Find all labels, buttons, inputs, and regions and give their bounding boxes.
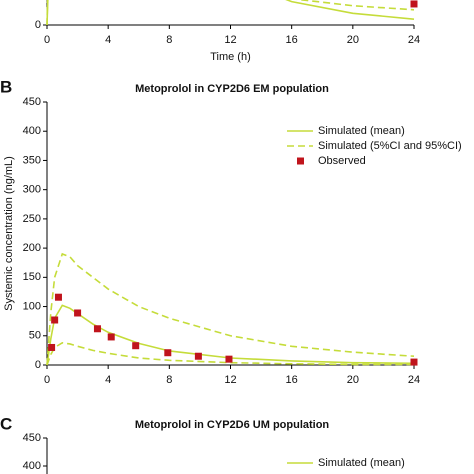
- x-tick-label: 12: [224, 374, 236, 386]
- observed-point: [54, 293, 62, 301]
- observed-point: [51, 316, 59, 324]
- x-tick-label: 20: [347, 34, 359, 46]
- x-tick-label: 16: [286, 34, 298, 46]
- y-tick-label: 150: [23, 271, 41, 283]
- y-tick-label: 450: [23, 96, 41, 108]
- observed-point: [74, 309, 82, 317]
- observed-point: [225, 355, 233, 363]
- y-tick-label: 200: [23, 242, 41, 254]
- series-line: [46, 341, 414, 366]
- observed-point: [93, 325, 101, 333]
- y-tick-label: 0: [35, 359, 41, 371]
- observed-point: [410, 358, 418, 366]
- y-tick-label: 0: [35, 19, 41, 31]
- y-tick-label: 300: [23, 184, 41, 196]
- chart-title: Metoprolol in CYP2D6 EM population: [135, 83, 329, 95]
- y-tick-label: 450: [23, 432, 41, 444]
- observed-point: [164, 349, 172, 357]
- legend-marker: [297, 157, 304, 165]
- x-tick-label: 8: [166, 374, 172, 386]
- legend-label: Simulated (5%CI and 95%CI): [318, 140, 462, 152]
- y-tick-label: 250: [23, 213, 41, 225]
- series-line: [46, 0, 415, 26]
- observed-point: [107, 333, 115, 341]
- y-tick-label: 50: [29, 330, 41, 342]
- observed-point: [194, 352, 202, 360]
- x-tick-label: 24: [408, 34, 420, 46]
- observed-point: [48, 343, 56, 351]
- y-axis-label: Systemic concentration (ng/mL): [3, 156, 15, 311]
- panel-letter: B: [0, 77, 12, 96]
- y-tick-label: 400: [23, 460, 41, 472]
- observed-point: [410, 0, 418, 8]
- chart-title: Metoprolol in CYP2D6 UM population: [135, 419, 330, 431]
- x-axis-label: Time (h): [210, 51, 251, 63]
- y-tick-label: 350: [23, 154, 41, 166]
- x-tick-label: 20: [347, 374, 359, 386]
- legend-label: Simulated (mean): [318, 125, 405, 137]
- x-tick-label: 0: [44, 34, 50, 46]
- panel-letter: C: [0, 414, 12, 433]
- x-tick-label: 8: [166, 34, 172, 46]
- legend-label: Observed: [318, 155, 366, 167]
- legend-label: Simulated (mean): [318, 457, 405, 469]
- y-tick-label: 400: [23, 125, 41, 137]
- x-tick-label: 16: [286, 374, 298, 386]
- x-tick-label: 4: [105, 374, 111, 386]
- x-tick-label: 12: [224, 34, 236, 46]
- observed-point: [132, 342, 140, 350]
- x-tick-label: 0: [44, 374, 50, 386]
- y-tick-label: 100: [23, 300, 41, 312]
- series-line: [46, 0, 415, 26]
- x-tick-label: 4: [105, 34, 111, 46]
- x-tick-label: 24: [408, 374, 420, 386]
- series-line: [46, 252, 415, 366]
